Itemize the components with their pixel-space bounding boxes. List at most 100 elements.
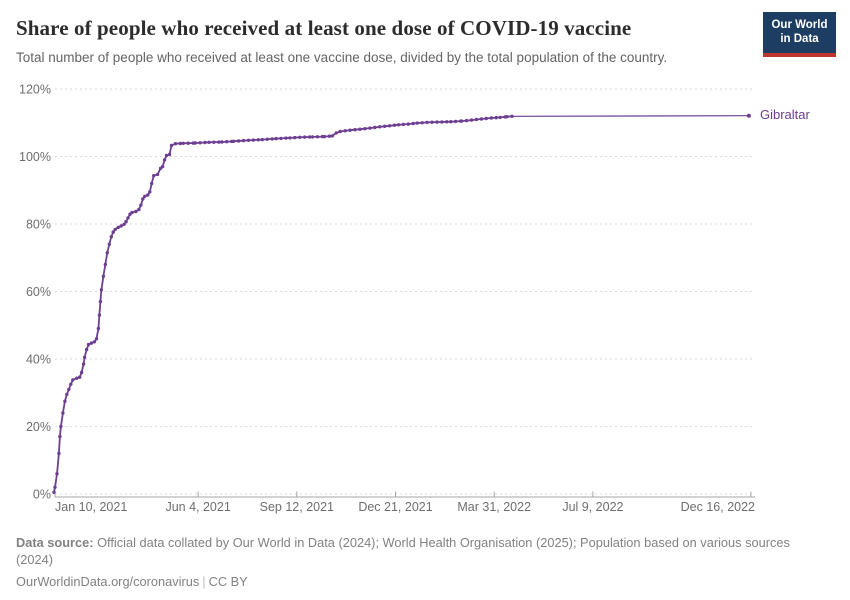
data-point-dot[interactable]	[415, 121, 419, 125]
data-point-dot[interactable]	[303, 135, 307, 139]
data-point-dot[interactable]	[479, 117, 484, 121]
data-point-dot[interactable]	[111, 230, 115, 234]
data-point-dot[interactable]	[387, 124, 392, 128]
data-point-dot[interactable]	[236, 139, 241, 143]
data-point-dot[interactable]	[103, 262, 108, 267]
data-point-dot[interactable]	[411, 121, 415, 126]
data-point-dot[interactable]	[327, 134, 332, 138]
data-point-dot[interactable]	[69, 382, 73, 386]
data-point-dot[interactable]	[330, 134, 334, 138]
series-label-gibraltar[interactable]: Gibraltar	[760, 107, 811, 122]
data-point-dot[interactable]	[122, 222, 126, 226]
data-point-dot[interactable]	[82, 355, 87, 359]
data-point-dot[interactable]	[270, 137, 274, 141]
data-point-dot[interactable]	[107, 242, 112, 246]
data-point-dot[interactable]	[220, 140, 224, 144]
data-point-dot[interactable]	[52, 490, 56, 494]
data-point-dot[interactable]	[167, 152, 172, 157]
data-point-dot[interactable]	[288, 136, 292, 140]
data-point-dot[interactable]	[435, 120, 439, 124]
data-point-dot[interactable]	[217, 140, 221, 144]
owid-logo[interactable]: Our World in Data	[763, 12, 836, 57]
data-point-dot[interactable]	[348, 128, 352, 132]
data-point-dot[interactable]	[430, 120, 434, 124]
data-point-dot[interactable]	[57, 451, 61, 456]
data-point-dot[interactable]	[298, 135, 302, 139]
data-point-dot[interactable]	[464, 118, 469, 123]
series-line-dense[interactable]	[53, 115, 513, 493]
data-point-dot[interactable]	[510, 114, 514, 119]
data-point-dot[interactable]	[203, 140, 207, 145]
data-point-dot[interactable]	[109, 235, 114, 239]
data-point-dot[interactable]	[338, 129, 342, 134]
series-line-tail[interactable]	[511, 115, 749, 117]
data-point-dot[interactable]	[383, 124, 387, 128]
data-point-dot[interactable]	[97, 313, 102, 317]
data-point-dot[interactable]	[152, 174, 156, 178]
data-point-dot[interactable]	[241, 138, 246, 143]
data-point-dot[interactable]	[353, 128, 357, 132]
data-point-dot[interactable]	[489, 116, 493, 120]
data-point-dot[interactable]	[105, 251, 110, 255]
data-point-dot[interactable]	[322, 134, 327, 139]
data-point-dot[interactable]	[173, 142, 178, 146]
data-point-dot[interactable]	[231, 139, 236, 143]
data-point-dot[interactable]	[225, 140, 229, 144]
data-point-dot[interactable]	[169, 143, 174, 148]
data-point-dot[interactable]	[484, 116, 488, 121]
data-point-dot[interactable]	[141, 197, 145, 201]
data-point-dot[interactable]	[425, 120, 429, 125]
data-point-dot[interactable]	[378, 125, 382, 129]
data-point-dot[interactable]	[113, 227, 117, 232]
data-point-dot[interactable]	[101, 274, 106, 278]
data-point-dot[interactable]	[61, 411, 65, 415]
data-point-dot[interactable]	[396, 123, 401, 127]
data-point-dot[interactable]	[94, 337, 99, 341]
data-point-dot[interactable]	[334, 131, 338, 135]
data-point-dot[interactable]	[440, 120, 444, 124]
data-point-dot[interactable]	[92, 340, 97, 344]
data-point-dot[interactable]	[126, 216, 130, 220]
data-point-dot[interactable]	[181, 141, 185, 145]
data-point-dot[interactable]	[198, 141, 202, 145]
data-point-dot-final[interactable]	[746, 113, 751, 118]
data-point-dot[interactable]	[420, 121, 424, 125]
data-point-dot[interactable]	[143, 194, 147, 198]
data-point-dot[interactable]	[164, 153, 169, 158]
data-point-dot[interactable]	[155, 172, 160, 177]
data-point-dot[interactable]	[63, 399, 67, 403]
data-point-dot[interactable]	[96, 326, 101, 331]
data-point-dot[interactable]	[178, 141, 182, 146]
data-point-dot[interactable]	[265, 137, 269, 141]
data-point-dot[interactable]	[193, 141, 197, 145]
data-point-dot[interactable]	[494, 116, 498, 120]
data-point-dot[interactable]	[53, 485, 57, 489]
data-point-dot[interactable]	[454, 119, 458, 124]
data-point-dot[interactable]	[86, 342, 91, 347]
data-point-dot[interactable]	[139, 203, 143, 207]
data-point-dot[interactable]	[260, 137, 264, 142]
data-point-dot[interactable]	[79, 370, 84, 375]
data-point-dot[interactable]	[406, 122, 410, 126]
data-point-dot[interactable]	[58, 434, 62, 439]
data-point-dot[interactable]	[459, 119, 464, 123]
data-point-dot[interactable]	[505, 115, 509, 119]
data-point-dot[interactable]	[449, 120, 453, 124]
data-point-dot[interactable]	[59, 424, 63, 429]
data-point-dot[interactable]	[186, 141, 190, 145]
data-point-dot[interactable]	[256, 138, 260, 142]
data-point-dot[interactable]	[212, 140, 216, 144]
data-point-dot[interactable]	[315, 135, 320, 139]
data-point-dot[interactable]	[343, 129, 347, 133]
data-point-dot[interactable]	[284, 136, 288, 140]
data-point-dot[interactable]	[134, 209, 138, 214]
data-point-dot[interactable]	[124, 219, 128, 224]
data-point-dot[interactable]	[78, 375, 82, 379]
data-point-dot[interactable]	[474, 117, 479, 122]
data-point-dot[interactable]	[293, 135, 297, 140]
data-point-dot[interactable]	[445, 120, 449, 124]
data-point-dot[interactable]	[81, 362, 86, 366]
data-point-dot[interactable]	[98, 299, 103, 304]
data-point-dot[interactable]	[89, 341, 94, 345]
data-point-dot[interactable]	[130, 210, 134, 215]
